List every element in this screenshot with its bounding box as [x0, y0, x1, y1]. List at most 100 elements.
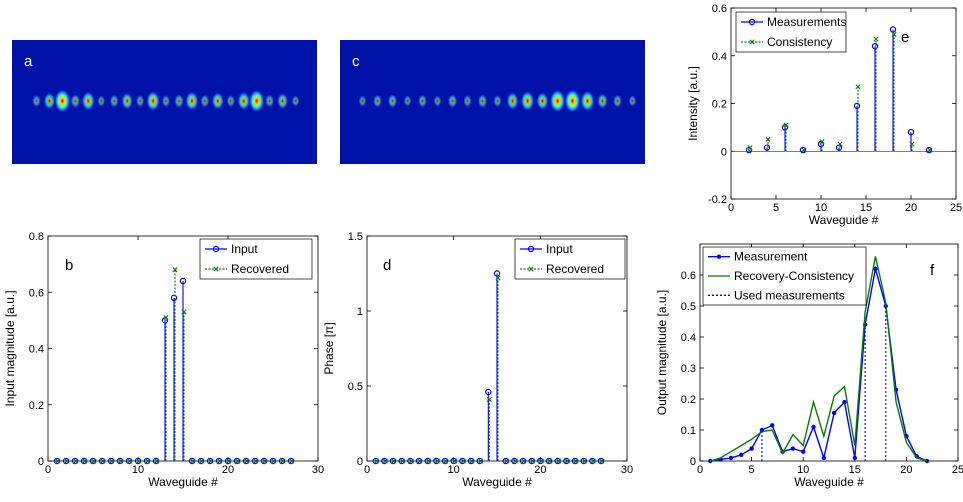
data-point-marker	[278, 457, 286, 465]
data-point-marker	[91, 458, 97, 464]
waveguide-spot	[417, 94, 428, 108]
data-point-marker	[460, 458, 466, 464]
data-point-marker	[452, 458, 458, 464]
legend: Measurements Consistency	[735, 11, 846, 53]
panel-label-b: b	[65, 257, 73, 274]
data-point-marker	[891, 31, 897, 37]
data-point-marker	[374, 458, 380, 464]
data-point-marker	[842, 399, 847, 405]
data-point-marker	[260, 457, 268, 465]
data-point-marker	[127, 458, 133, 464]
waveguide-spot	[580, 90, 595, 112]
waveguide-spot	[433, 95, 442, 107]
waveguide-spot	[549, 89, 566, 113]
data-point-marker	[748, 18, 756, 26]
waveguide-spot	[161, 94, 171, 108]
panel-label-e: e	[901, 29, 909, 46]
waveguide-spot	[291, 95, 300, 107]
waveguide-spot	[564, 88, 581, 114]
waveguide-spot	[276, 92, 289, 110]
data-point-marker	[125, 457, 133, 465]
legend-entry: Recovery-Consistency	[734, 269, 854, 283]
data-point-marker	[537, 457, 544, 465]
y-tick-label: 0.6	[29, 287, 44, 299]
waveguide-spot	[32, 94, 41, 108]
y-tick-label: 0.4	[681, 332, 696, 344]
data-point-marker	[287, 457, 295, 465]
waveguide-spot	[109, 94, 119, 108]
data-point-marker	[179, 277, 187, 285]
data-point-marker	[100, 458, 106, 464]
data-point-marker	[571, 457, 579, 465]
data-point-marker	[728, 455, 734, 461]
data-point-marker	[417, 458, 423, 464]
image-panel-a: a	[12, 40, 317, 164]
data-point-marker	[495, 275, 501, 281]
panel-label-a: a	[24, 53, 33, 70]
x-tick-label: 15	[860, 202, 872, 214]
data-point-marker	[909, 141, 915, 147]
x-tick-label: 10	[132, 464, 144, 476]
waveguide-spot	[81, 91, 95, 111]
x-tick-label: 25	[950, 202, 962, 214]
waveguide-spot	[447, 93, 458, 109]
data-point-marker	[197, 457, 205, 465]
data-point-marker	[415, 457, 423, 465]
data-point-marker	[547, 458, 553, 464]
data-point-marker	[242, 457, 250, 465]
waveguide-spot	[211, 91, 224, 111]
plot-frame	[699, 243, 959, 462]
data-point-marker	[116, 457, 124, 465]
y-tick-label: 0.6	[681, 270, 696, 282]
waveguide-spot	[121, 92, 134, 110]
data-point-marker	[226, 458, 232, 464]
series-line	[710, 256, 928, 462]
waveguide-spot	[200, 94, 210, 108]
data-point-marker	[907, 128, 915, 136]
data-point-marker	[801, 147, 807, 153]
legend-entry: Measurement	[734, 250, 808, 264]
data-point-marker	[269, 457, 277, 465]
waveguide-spot	[477, 93, 488, 109]
y-axis-label: Input magnitude [a.u.]	[3, 290, 17, 406]
data-point-marker	[739, 452, 744, 457]
data-point-marker	[530, 458, 536, 464]
data-point-marker	[389, 457, 397, 465]
y-tick-label: 0.3	[681, 363, 696, 375]
x-tick-label: 10	[797, 464, 809, 476]
legend: Measurement Recovery-Consistency Used meas…	[702, 246, 867, 306]
y-tick-label: 0.8	[29, 231, 44, 243]
data-point-marker	[433, 457, 440, 465]
legend-box	[199, 238, 313, 280]
data-point-marker	[528, 266, 534, 272]
data-point-marker	[831, 410, 837, 416]
data-point-marker	[381, 457, 388, 465]
x-tick-label: 5	[749, 464, 755, 476]
x-tick-label: 20	[222, 464, 234, 476]
x-tick-label: 10	[448, 464, 460, 476]
data-point-marker	[589, 457, 596, 465]
waveguide-spot	[226, 94, 236, 108]
x-tick-label: 30	[621, 464, 633, 476]
y-tick-label: 0	[690, 456, 696, 468]
data-point-marker	[98, 457, 106, 465]
data-point-marker	[493, 270, 501, 277]
x-tick-label: 20	[900, 464, 912, 476]
legend-swatch-marker	[716, 254, 722, 259]
y-tick-label: 0.2	[712, 99, 727, 111]
legend-box	[514, 238, 626, 280]
y-tick-label: 0.1	[681, 425, 696, 437]
data-point-marker	[407, 457, 414, 465]
data-point-marker	[783, 122, 789, 128]
image-panel-c: c	[340, 40, 645, 164]
y-tick-label: 0.6	[712, 3, 727, 15]
waveguide-spot	[70, 93, 81, 109]
data-point-marker	[521, 458, 527, 464]
waveguide-spot	[520, 90, 535, 112]
data-point-marker	[545, 457, 553, 465]
data-point-marker	[927, 147, 933, 153]
legend-entry: Measurements	[767, 15, 846, 29]
x-tick-label: 0	[364, 464, 370, 476]
data-point-marker	[262, 458, 268, 464]
data-point-marker	[563, 457, 570, 465]
